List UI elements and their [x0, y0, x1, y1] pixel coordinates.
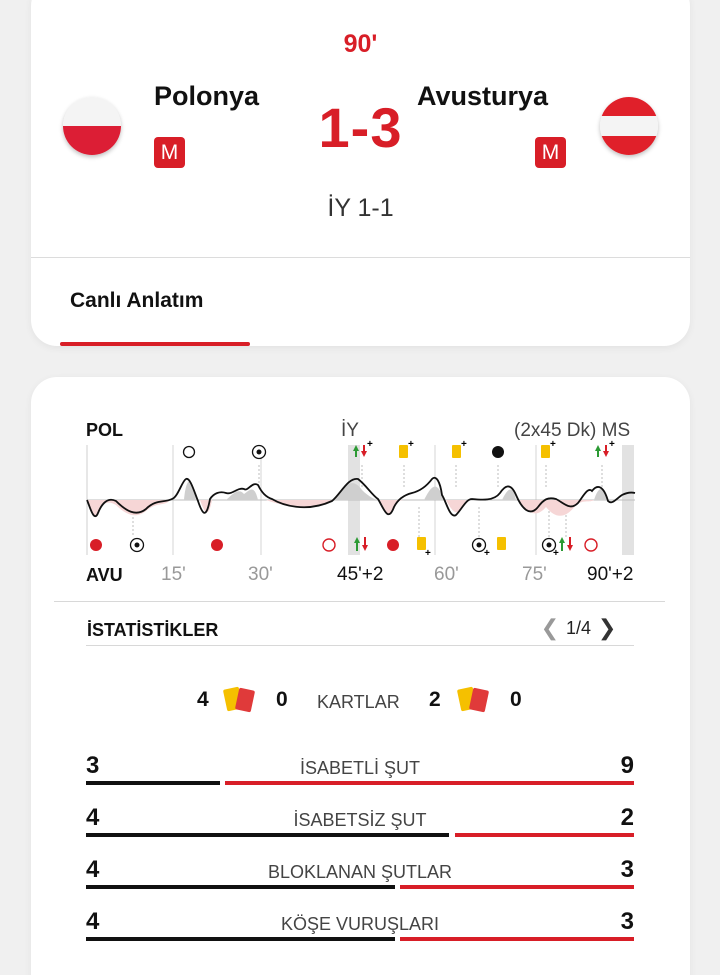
home-red-count: 0 — [276, 688, 288, 711]
active-tab-indicator — [60, 342, 250, 346]
home-momentum-area — [184, 481, 608, 500]
match-score: 1-3 — [318, 96, 403, 159]
chevron-left-icon[interactable]: ❮ — [540, 615, 560, 640]
stat-home-bar — [86, 885, 395, 889]
stat-label: KÖŞE VURUŞLARI — [280, 914, 440, 934]
yellow-card-icon — [497, 537, 506, 550]
away-yellow-count: 2 — [429, 688, 441, 711]
ball-icon — [182, 445, 196, 459]
stat-away-bar — [455, 833, 634, 837]
divider — [54, 601, 665, 602]
timeline-half-label: İY — [341, 420, 359, 441]
stat-label: İSABETSİZ ŞUT — [293, 810, 427, 830]
stats-card: POL İY (2x45 Dk) MS — [31, 377, 690, 975]
stat-away-value: 9 — [620, 752, 634, 779]
missed-chance-icon — [90, 539, 102, 551]
stat-row: 4 BLOKLANAN ŞUTLAR 3 — [86, 856, 634, 904]
stat-home-value: 3 — [86, 752, 100, 779]
ball-icon — [584, 538, 598, 552]
svg-text:+: + — [408, 439, 414, 450]
away-momentum-area — [87, 500, 594, 517]
stat-away-bar — [225, 781, 634, 785]
goal-ball-icon: + — [541, 537, 559, 557]
stat-home-bar — [86, 833, 449, 837]
stat-home-bar — [86, 781, 220, 785]
timeline-tick: 90'+2 — [587, 564, 634, 585]
divider — [86, 645, 634, 646]
substitution-icon: + — [353, 439, 373, 457]
yellow-card-icon: + — [541, 439, 556, 458]
yellow-card-icon: + — [399, 439, 414, 458]
ball-icon — [322, 538, 336, 552]
goal-ball-icon — [129, 537, 145, 553]
stat-row: 3 İSABETLİ ŞUT 9 — [86, 752, 634, 800]
stat-away-value: 3 — [620, 908, 634, 935]
home-lineup-badge[interactable]: M — [154, 137, 185, 168]
svg-text:+: + — [461, 439, 467, 450]
svg-text:+: + — [609, 439, 615, 450]
svg-text:+: + — [550, 439, 556, 450]
timeline-away-code: AVU — [86, 565, 123, 585]
stat-away-value: 3 — [620, 856, 634, 883]
substitution-icon — [559, 537, 573, 551]
score-card: 90' Polonya M 1-3 Avusturya M İY 1-1 Can… — [31, 0, 690, 346]
stat-label: BLOKLANAN ŞUTLAR — [267, 862, 453, 882]
stat-home-value: 4 — [86, 804, 100, 831]
stat-away-value: 2 — [620, 804, 634, 831]
momentum-line — [86, 476, 636, 518]
divider — [31, 257, 690, 258]
timeline-tick: 30' — [248, 564, 273, 585]
home-team-name[interactable]: Polonya — [154, 81, 260, 111]
goal-ball-icon: + — [471, 537, 490, 557]
tab-live-commentary[interactable]: Canlı Anlatım — [70, 289, 204, 312]
timeline-tick: 45'+2 — [337, 564, 384, 585]
timeline-duration-label: (2x45 Dk) MS — [514, 420, 631, 441]
away-team-name[interactable]: Avusturya — [417, 81, 549, 111]
halftime-score: İY 1-1 — [327, 194, 394, 222]
stats-page-indicator: 1/4 — [566, 617, 592, 638]
stats-pager: ❮ 1/4 ❯ — [540, 615, 617, 641]
timeline-tick: 15' — [161, 564, 186, 585]
own-goal-icon — [492, 446, 504, 458]
match-minute: 90' — [343, 30, 378, 58]
substitution-icon: + — [595, 439, 615, 457]
substitution-icon — [354, 537, 368, 551]
cards-icon — [457, 686, 489, 713]
stat-away-bar — [400, 885, 634, 889]
austria-flag-icon — [600, 97, 658, 155]
timeline-tick: 60' — [434, 564, 459, 585]
yellow-card-icon: + — [417, 537, 431, 557]
stats-title: İSTATİSTİKLER — [87, 620, 219, 640]
chevron-right-icon[interactable]: ❯ — [597, 615, 617, 640]
svg-text:+: + — [425, 548, 431, 557]
away-red-count: 0 — [510, 688, 522, 711]
cards-label: KARTLAR — [317, 692, 400, 712]
yellow-card-icon: + — [452, 439, 467, 458]
svg-text:+: + — [553, 548, 559, 557]
timeline-home-code: POL — [86, 420, 124, 440]
stat-row: 4 KÖŞE VURUŞLARI 3 — [86, 908, 634, 956]
momentum-timeline[interactable]: + + + + + + + + — [86, 437, 636, 557]
away-lineup-badge[interactable]: M — [535, 137, 566, 168]
missed-chance-icon — [387, 539, 399, 551]
timeline-tick: 75' — [522, 564, 547, 585]
missed-chance-icon — [211, 539, 223, 551]
goal-ball-icon — [251, 444, 267, 460]
stat-away-bar — [400, 937, 634, 941]
svg-text:+: + — [484, 548, 490, 557]
svg-text:+: + — [367, 439, 373, 450]
stat-row: 4 İSABETSİZ ŞUT 2 — [86, 804, 634, 852]
cards-icon — [223, 686, 255, 713]
stat-home-bar — [86, 937, 395, 941]
home-yellow-count: 4 — [197, 688, 209, 711]
stat-label: İSABETLİ ŞUT — [299, 758, 421, 778]
stat-home-value: 4 — [86, 856, 100, 883]
stat-home-value: 4 — [86, 908, 100, 935]
